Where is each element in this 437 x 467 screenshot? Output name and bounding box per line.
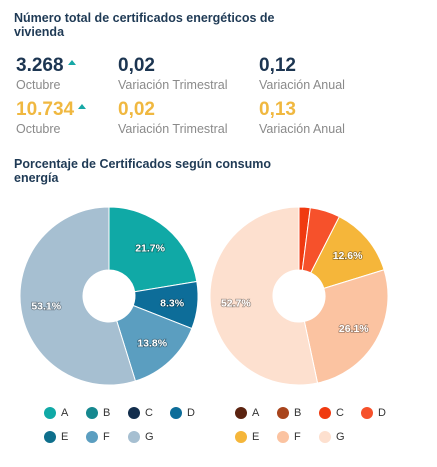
legend-label: E (252, 431, 260, 443)
legend-swatch (128, 431, 140, 443)
legend-label: D (378, 407, 386, 419)
slice-label-F: 13.8% (137, 338, 167, 350)
slice-label-D: 8.3% (160, 298, 185, 310)
legend-item-C[interactable]: C (128, 407, 153, 419)
stat-value: 0,02 (118, 99, 155, 120)
donut-chart-2: 12.6% 26.1% 52.7% (209, 206, 389, 386)
legend-label: G (336, 431, 345, 443)
legend-swatch (319, 407, 331, 419)
legend-item-E[interactable]: E (44, 431, 68, 443)
slice-label-G: 52.7% (221, 298, 251, 310)
slice-label-F: 26.1% (339, 323, 369, 335)
slice-label-G: 53.1% (31, 301, 61, 313)
legend-label: F (103, 431, 110, 443)
legend-label: C (336, 407, 344, 419)
section-title: Porcentaje de Certificados según consumo… (14, 157, 272, 185)
legend-item-D[interactable]: D (170, 407, 195, 419)
legend-swatch (44, 407, 56, 419)
legend-swatch (86, 407, 98, 419)
stat-label: Variación Trimestral (118, 78, 228, 92)
stat-label: Variación Trimestral (118, 122, 228, 136)
legend-label: F (294, 431, 301, 443)
legend-label: E (61, 431, 69, 443)
stat-label: Variación Anual (259, 78, 345, 92)
stat-trimestral-1: 0,02 Variación Trimestral (118, 55, 228, 93)
legend-item-G[interactable]: G (319, 431, 345, 443)
legend-item-F[interactable]: F (86, 431, 110, 443)
legend-item-G[interactable]: G (128, 431, 154, 443)
legend-swatch (44, 431, 56, 443)
stat-value: 0,02 (118, 55, 155, 76)
stat-value: 10.734 (16, 99, 75, 120)
legend-swatch (361, 407, 373, 419)
slice-label-E: 12.6% (333, 250, 363, 262)
slice-label-A: 21.7% (135, 243, 165, 255)
slice-G[interactable] (19, 206, 137, 386)
legend-label: B (103, 407, 111, 419)
stat-label: Octubre (16, 122, 61, 136)
stat-value: 0,12 (259, 55, 296, 76)
slice-F[interactable] (116, 304, 193, 382)
legend-swatch (235, 431, 247, 443)
legend-swatch (235, 407, 247, 419)
legend-swatch (277, 431, 289, 443)
legend-label: C (145, 407, 153, 419)
page-title: Número total de certificados energéticos… (14, 11, 275, 39)
stat-value: 3.268 (16, 55, 64, 76)
legend-swatch (319, 431, 331, 443)
arrow-up-icon (78, 104, 87, 109)
legend-swatch (277, 407, 289, 419)
legend-swatch (86, 431, 98, 443)
legend-swatch (128, 407, 140, 419)
donut-chart-1: 21.7% 8.3% 13.8% 53.1% (19, 206, 199, 386)
stat-trimestral-2: 0,02 Variación Trimestral (118, 99, 228, 137)
legend-label: B (294, 407, 302, 419)
slice-A[interactable] (108, 206, 198, 293)
legend-item-E[interactable]: E (235, 431, 259, 443)
legend-item-B[interactable]: B (277, 407, 301, 419)
legend-label: G (145, 431, 154, 443)
legend-item-F[interactable]: F (277, 431, 301, 443)
stat-label: Variación Anual (259, 122, 345, 136)
slice-E[interactable] (310, 216, 385, 289)
legend-item-A[interactable]: A (235, 407, 259, 419)
legend-label: A (61, 407, 69, 419)
legend-label: D (187, 407, 195, 419)
slice-F[interactable] (303, 269, 389, 384)
legend-item-C[interactable]: C (319, 407, 344, 419)
legend-item-B[interactable]: B (86, 407, 110, 419)
stat-anual-2: 0,13 Variación Anual (259, 99, 345, 137)
slice-G[interactable] (209, 206, 319, 386)
arrow-up-icon (67, 60, 76, 65)
stat-value: 0,13 (259, 99, 296, 120)
stat-octubre-2: 10.734 Octubre (16, 99, 87, 137)
legend-label: A (252, 407, 260, 419)
stat-label: Octubre (16, 78, 61, 92)
legend-item-A[interactable]: A (44, 407, 68, 419)
stat-anual-1: 0,12 Variación Anual (259, 55, 345, 93)
legend-swatch (170, 407, 182, 419)
stat-octubre-1: 3.268 Octubre (16, 55, 76, 93)
legend-item-D[interactable]: D (361, 407, 386, 419)
